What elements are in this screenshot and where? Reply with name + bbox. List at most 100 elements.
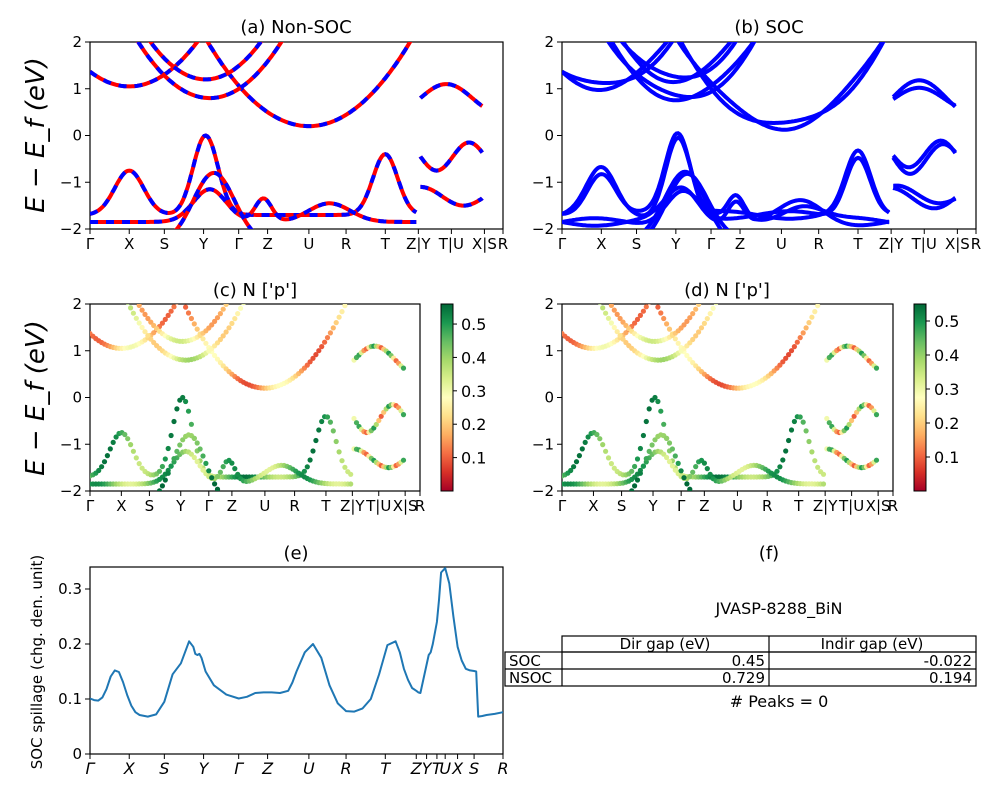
panel-e-ytick: 0.1	[58, 690, 82, 708]
table-row-soc-indir: -0.022	[924, 652, 972, 670]
panel-b-band-line	[649, 171, 730, 229]
panel-b-ytick: −1	[532, 173, 554, 191]
panel-d-point	[634, 456, 641, 462]
panel-e-xtick: R	[497, 759, 508, 778]
panel-d-frame	[561, 303, 894, 492]
panel-d-point	[710, 305, 716, 311]
panel-c-point	[333, 438, 339, 445]
panel-c-point	[214, 315, 221, 321]
panel-d-point	[669, 463, 676, 469]
panel-c-point	[99, 464, 105, 470]
colorbar-gradient	[913, 303, 927, 492]
panel-b-band-line	[893, 183, 957, 206]
panel-c-point	[310, 355, 316, 361]
panel-a-band-line	[135, 42, 284, 101]
panel-d-point	[617, 315, 623, 322]
panel-d-point	[696, 329, 702, 335]
panel-d-point	[608, 320, 615, 326]
panel-d-point	[783, 448, 789, 454]
panel-d-point	[637, 312, 644, 318]
panel-d-point	[824, 415, 830, 422]
panel-a-xtick: Z|Y	[406, 235, 431, 253]
panel-d-point	[687, 486, 693, 491]
panel-a-xtick: Γ	[235, 235, 244, 253]
panel-c-point	[145, 315, 151, 322]
panel-b-band-line	[562, 42, 675, 85]
panel-c-point	[336, 314, 342, 320]
panel-c-point	[200, 467, 206, 473]
panel-c-point	[203, 460, 209, 466]
panel-d-point	[611, 324, 617, 331]
panel-e-ytick: 0.3	[58, 580, 82, 598]
panel-d-point	[608, 461, 615, 467]
panel-d-ytick: −2	[532, 482, 554, 500]
panel-b-xtick: Z	[735, 235, 745, 253]
panel-c-point	[162, 477, 168, 483]
panel-d-point	[643, 418, 649, 425]
panel-d-point	[600, 442, 606, 448]
panel-c-point	[191, 454, 197, 461]
panel-d-point	[701, 320, 708, 326]
panel-c-xtick: S	[145, 497, 155, 515]
panel-a-band-line	[418, 82, 484, 108]
panel-c-xtick: R	[289, 497, 299, 515]
panel-d-ytick: 1	[544, 342, 554, 360]
panel-d-xtick: R	[888, 497, 898, 515]
panel-c-point	[209, 475, 215, 481]
panel-d-point	[605, 315, 612, 321]
panel-d-point	[658, 310, 664, 316]
panel-d-point	[800, 419, 806, 425]
panel-d-point	[669, 446, 676, 452]
panel-c-point	[209, 322, 215, 328]
panel-c-point	[324, 335, 331, 341]
panel-c-point	[214, 473, 221, 480]
table-row-nsoc-indir: 0.194	[929, 669, 972, 687]
panel-d-point	[803, 325, 809, 331]
panel-d-point	[611, 307, 617, 313]
panel-c-point	[319, 418, 325, 425]
panel-e-ytick: 0	[72, 745, 82, 763]
panel-d-point	[652, 394, 658, 401]
panel-d-point	[788, 427, 795, 433]
panel-c-point	[174, 448, 180, 454]
panel-c-point	[177, 442, 183, 448]
panel-d-point	[780, 359, 786, 365]
panel-d-point	[681, 322, 687, 328]
panel-d-point	[684, 318, 690, 324]
panel-d-point	[629, 468, 635, 474]
panel-b-band-line	[891, 142, 957, 176]
panel-d-point	[791, 344, 798, 350]
panel-d-point	[701, 460, 708, 466]
panel-a-ytick: −2	[60, 220, 82, 238]
panel-c-point	[156, 468, 163, 474]
panel-e-ytick: 0.2	[58, 635, 82, 653]
panel-a-ytick: 1	[72, 80, 82, 98]
colorbar-tick: 0.5	[461, 315, 486, 334]
panel-d-point	[658, 408, 664, 414]
panel-d-point	[794, 339, 800, 345]
colorbar-tick: 0.4	[934, 346, 959, 365]
panel-a-frame	[89, 41, 504, 230]
panel-c-point	[165, 312, 171, 318]
panel-d-point	[600, 305, 606, 311]
panel-b-xtick: Γ	[558, 235, 567, 253]
panel-c-point	[174, 406, 180, 412]
panel-c-point	[113, 434, 119, 440]
panel-c-point	[353, 420, 360, 426]
panel-c-point	[339, 458, 345, 464]
panel-d-point	[576, 453, 583, 459]
panel-a-xtick: R	[498, 235, 508, 253]
panel-c-point	[232, 316, 238, 322]
panel-c-point	[313, 437, 319, 444]
panel-c-point	[223, 304, 229, 307]
table-caption: JVASP-8288_BiN	[715, 599, 843, 619]
panel-d-point	[812, 309, 818, 315]
panel-d-point	[664, 321, 670, 327]
panel-d-point	[806, 320, 812, 326]
panel-c-point	[194, 459, 200, 465]
panel-c-ytick: 1	[72, 342, 82, 360]
panel-c-point	[327, 330, 333, 336]
panel-c-point	[342, 304, 348, 309]
panel-b-xtick: U	[776, 235, 787, 253]
